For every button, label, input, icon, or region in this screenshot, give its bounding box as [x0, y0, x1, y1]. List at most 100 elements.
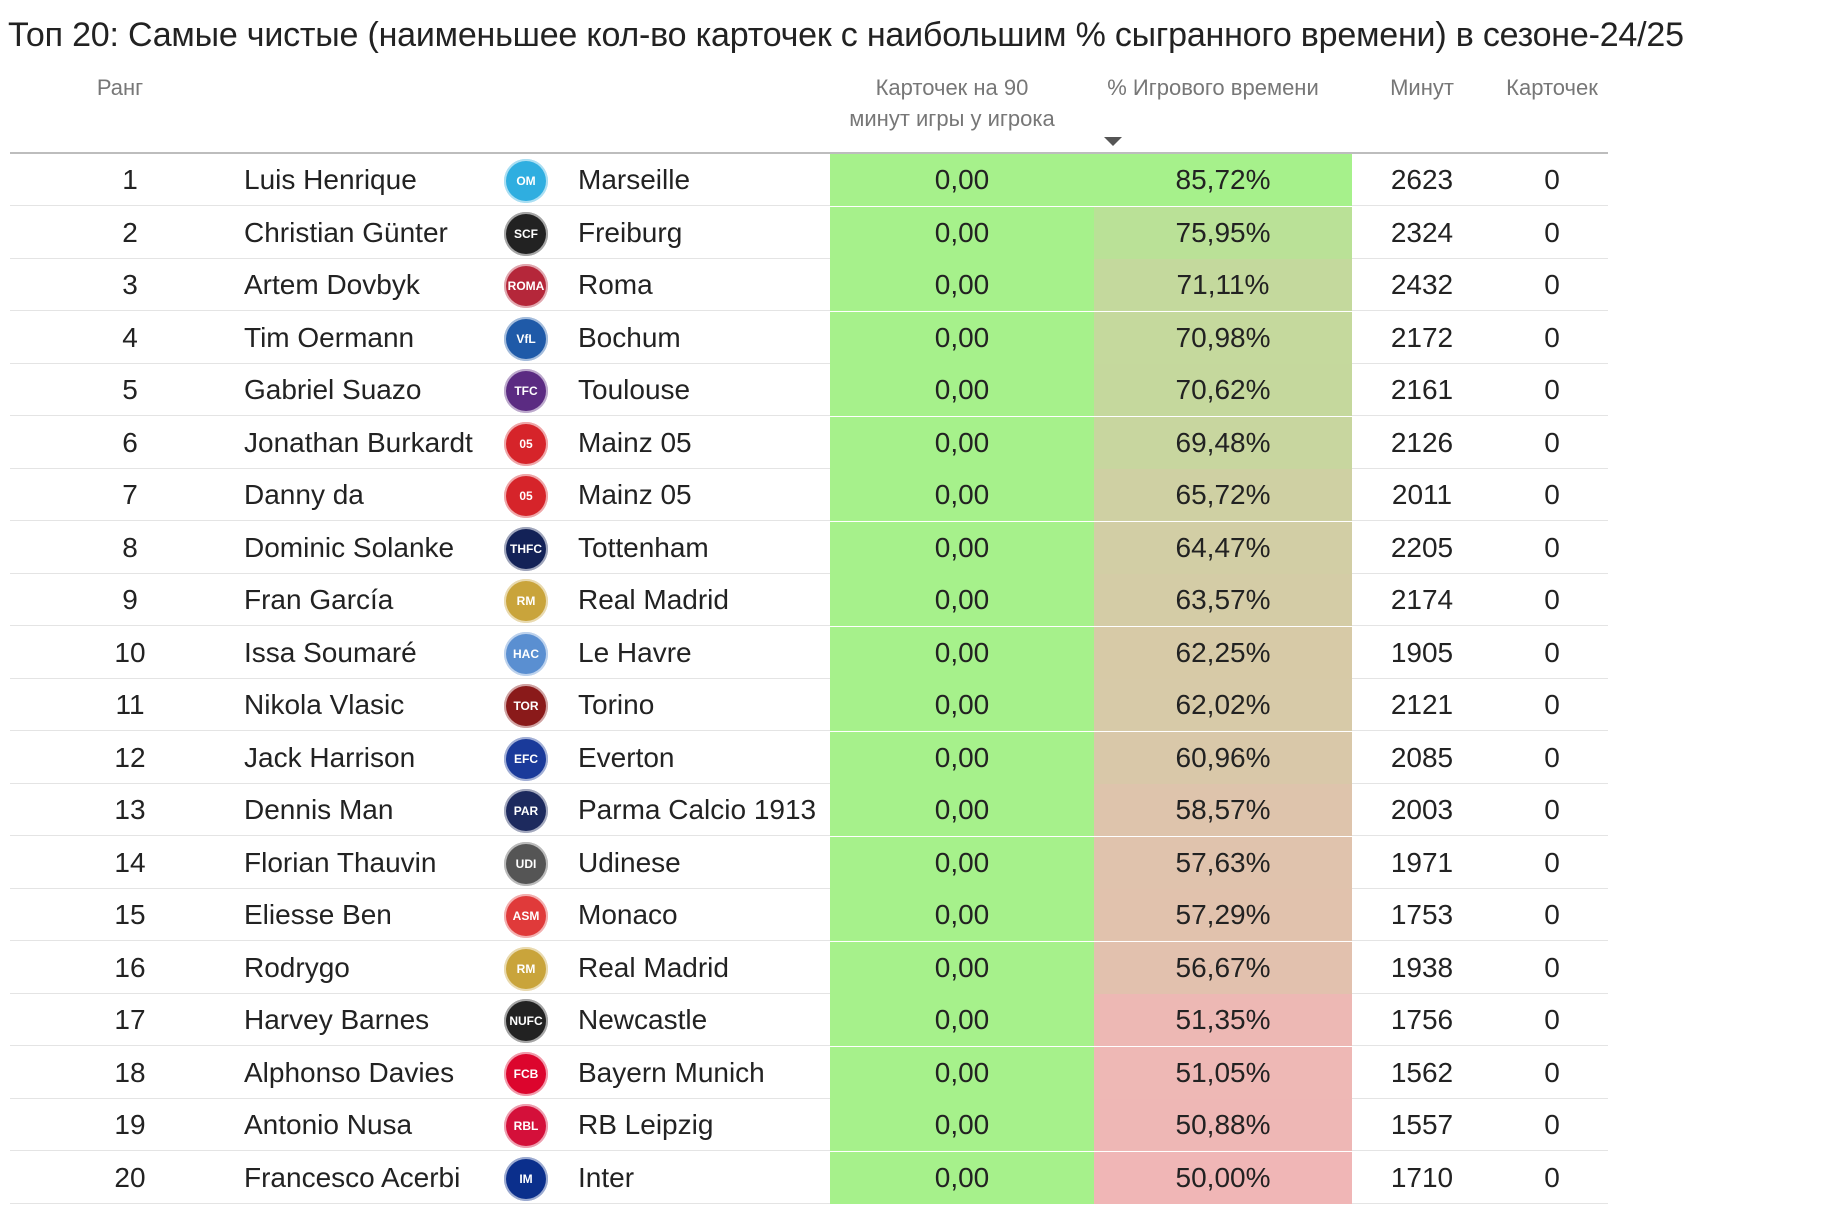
rank-cell: 19: [114, 1109, 146, 1140]
pct-time-cell: 71,11%: [1094, 259, 1352, 311]
le-havre-logo-icon: HAC: [504, 631, 548, 676]
roma-logo-icon: ROMA: [504, 264, 548, 308]
table-row[interactable]: 8 Dominic Solanke THFC Tottenham 0,00 64,47% 2…: [10, 521, 1608, 574]
player-name: Issa Soumaré: [244, 636, 417, 668]
cards-per-90-cell: 0,00: [830, 941, 1094, 994]
team-name: Parma Calcio 1913: [578, 794, 817, 825]
team-name: Le Havre: [578, 636, 692, 668]
pct-time-cell: 65,72%: [1094, 469, 1352, 521]
pct-time-cell: 85,72%: [1094, 154, 1352, 206]
table-row[interactable]: 5 Gabriel Suazo TFC Toulouse 0,00 70,62% 2161 0: [10, 364, 1608, 416]
table-row[interactable]: 7 Danny da 05 Mainz 05 0,00 65,72% 2011 0: [10, 469, 1608, 521]
minutes-cell: 2011: [1391, 479, 1453, 510]
team-name: Everton: [578, 741, 675, 773]
cards-per-90-cell: 0,00: [830, 626, 1094, 679]
rank-cell: 2: [122, 216, 138, 248]
team-name: Monaco: [578, 899, 678, 930]
team-name: Tottenham: [578, 531, 709, 563]
header-pct-time[interactable]: % Игрового времени: [1107, 75, 1319, 100]
cards-per-90-cell: 0,00: [830, 1099, 1094, 1151]
minutes-cell: 1905: [1390, 636, 1454, 668]
sort-desc-arrow-icon[interactable]: [1104, 137, 1122, 146]
team-name: Roma: [578, 269, 653, 300]
cards-cell: 0: [1544, 689, 1560, 720]
mainz-logo-icon: 05: [504, 474, 548, 518]
header-cards-per-90[interactable]: Карточек на 90 минут игры у игрока: [820, 72, 1084, 134]
table-row[interactable]: 19 Antonio Nusa RBL RB Leipzig 0,00 50,88% 155…: [10, 1099, 1608, 1151]
player-name: Alphonso Davies: [244, 1056, 455, 1088]
table-row[interactable]: 4 Tim Oermann VfL Bochum 0,00 70,98% 2172 0: [10, 311, 1608, 364]
table-row[interactable]: 10 Issa Soumaré HAC Le Havre 0,00 62,25% 1905 0: [10, 626, 1608, 679]
bochum-logo-icon: VfL: [504, 316, 548, 361]
table-row[interactable]: 3 Artem Dovbyk ROMA Roma 0,00 71,11% 2432 0: [10, 259, 1608, 311]
minutes-cell: 2172: [1390, 321, 1454, 353]
cards-per-90-cell: 0,00: [830, 574, 1094, 626]
player-name: Dennis Man: [244, 794, 394, 825]
cards-cell: 0: [1544, 321, 1560, 353]
player-name: Gabriel Suazo: [244, 374, 422, 405]
minutes-cell: 2205: [1390, 531, 1454, 563]
minutes-cell: 2126: [1390, 426, 1454, 458]
rank-cell: 8: [122, 531, 138, 563]
table-row[interactable]: 13 Dennis Man PAR Parma Calcio 1913 0,00 58,5…: [10, 784, 1608, 836]
table-row[interactable]: 2 Christian Günter SCF Freiburg 0,00 75,95% 23…: [10, 206, 1608, 259]
mainz-logo-icon: 05: [504, 421, 548, 466]
rank-cell: 5: [122, 374, 138, 405]
page-title: Топ 20: Самые чистые (наименьшее кол-во …: [8, 16, 1684, 54]
cards-per-90-cell: 0,00: [830, 731, 1094, 784]
inter-logo-icon: IM: [504, 1156, 548, 1201]
table-row[interactable]: 15 Eliesse Ben ASM Monaco 0,00 57,29% 1753 0: [10, 889, 1608, 941]
cards-per-90-cell: 0,00: [830, 1046, 1094, 1099]
cards-per-90-cell: 0,00: [830, 889, 1094, 941]
table-row[interactable]: 14 Florian Thauvin UDI Udinese 0,00 57,63% 197…: [10, 836, 1608, 889]
table-row[interactable]: 11 Nikola Vlasic TOR Torino 0,00 62,02% 2121 0: [10, 679, 1608, 731]
cards-cell: 0: [1544, 479, 1560, 510]
player-name: Francesco Acerbi: [244, 1161, 461, 1193]
team-name: Freiburg: [578, 216, 683, 248]
header-rank[interactable]: Ранг: [96, 75, 144, 100]
team-name: Marseille: [578, 164, 691, 195]
player-name: Fran García: [244, 584, 394, 615]
team-name: Mainz 05: [578, 426, 692, 458]
rank-cell: 17: [114, 1004, 146, 1035]
parma-logo-icon: PAR: [504, 789, 548, 833]
pct-time-cell: 50,88%: [1094, 1099, 1352, 1151]
pct-time-cell: 50,00%: [1094, 1151, 1352, 1204]
minutes-cell: 1756: [1390, 1004, 1454, 1035]
pct-time-cell: 57,29%: [1094, 889, 1352, 941]
player-name: Florian Thauvin: [244, 846, 437, 878]
player-name: Jack Harrison: [244, 741, 416, 773]
table-row[interactable]: 17 Harvey Barnes NUFC Newcastle 0,00 51,35% 17…: [10, 994, 1608, 1046]
header-cards[interactable]: Карточек: [1506, 75, 1598, 100]
cards-cell: 0: [1544, 269, 1560, 300]
monaco-logo-icon: ASM: [504, 894, 548, 938]
cards-per-90-cell: 0,00: [830, 206, 1094, 259]
player-name: Antonio Nusa: [244, 1109, 413, 1140]
pct-time-cell: 60,96%: [1094, 731, 1352, 784]
cards-per-90-cell: 0,00: [830, 364, 1094, 416]
pct-time-cell: 51,05%: [1094, 1046, 1352, 1099]
player-name: Christian Günter: [244, 216, 448, 248]
table-row[interactable]: 1 Luis Henrique OM Marseille 0,00 85,72% 2623 0: [10, 154, 1608, 206]
rank-cell: 18: [114, 1056, 146, 1088]
table-row[interactable]: 20 Francesco Acerbi IM Inter 0,00 50,00% 1710 0: [10, 1151, 1608, 1204]
cards-per-90-cell: 0,00: [830, 784, 1094, 836]
player-name: Nikola Vlasic: [244, 689, 405, 720]
table-row[interactable]: 9 Fran García RM Real Madrid 0,00 63,57% 2174 0: [10, 574, 1608, 626]
rank-cell: 20: [114, 1161, 146, 1193]
table-row[interactable]: 12 Jack Harrison EFC Everton 0,00 60,96% 2085 0: [10, 731, 1608, 784]
bayern-logo-icon: FCB: [504, 1051, 548, 1096]
rank-cell: 14: [114, 846, 146, 878]
table-row[interactable]: 18 Alphonso Davies FCB Bayern Munich 0,00 51,…: [10, 1046, 1608, 1099]
cards-per-90-cell: 0,00: [830, 521, 1094, 574]
table-row[interactable]: 6 Jonathan Burkardt 05 Mainz 05 0,00 69,48% 21…: [10, 416, 1608, 469]
table-row[interactable]: 16 Rodrygo RM Real Madrid 0,00 56,67% 1938 0: [10, 941, 1608, 994]
header-cards-per-90-line2: минут игры у игрока: [849, 106, 1055, 131]
header-divider: [10, 152, 1608, 154]
player-name: Harvey Barnes: [244, 1004, 430, 1035]
cards-per-90-cell: 0,00: [830, 259, 1094, 311]
team-name: Inter: [578, 1161, 635, 1193]
minutes-cell: 2085: [1390, 741, 1454, 773]
header-minutes[interactable]: Минут: [1390, 75, 1454, 100]
real-madrid-logo-icon: RM: [504, 579, 548, 623]
